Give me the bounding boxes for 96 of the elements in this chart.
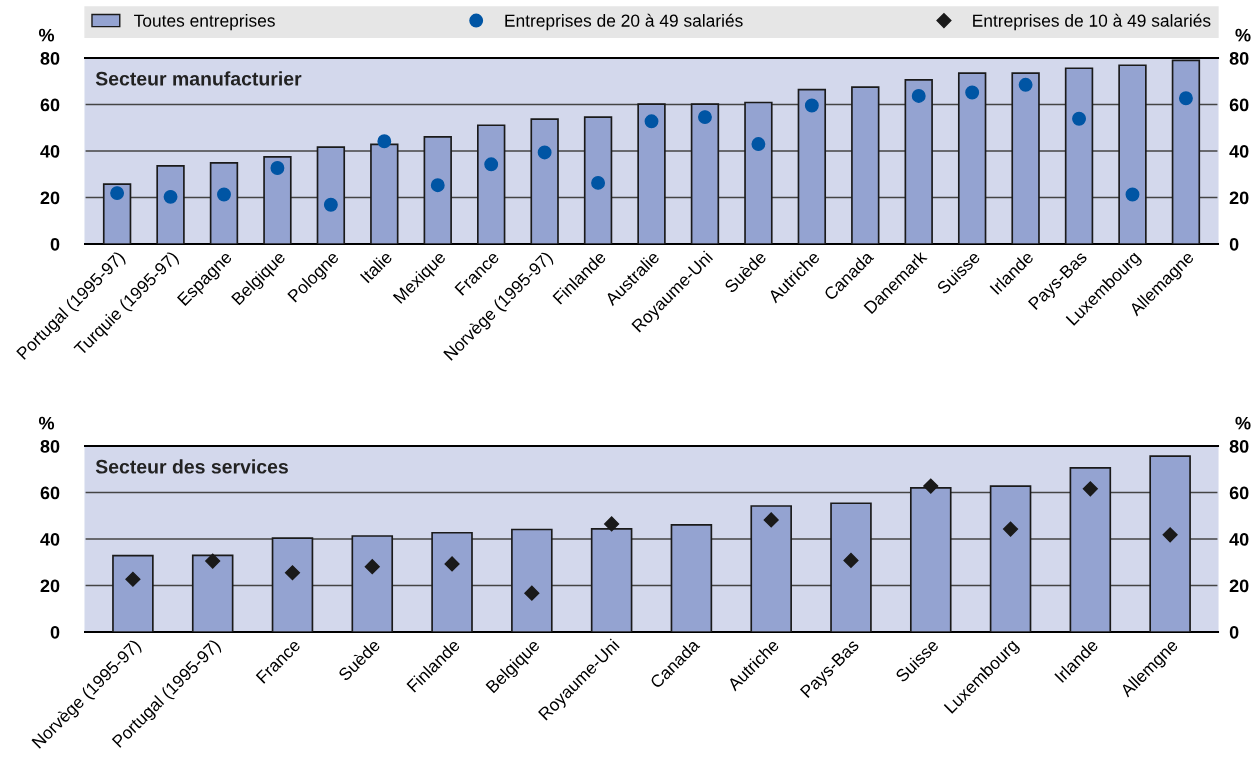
y-tick-label: 0 — [50, 237, 60, 251]
point — [1178, 91, 1193, 106]
point — [923, 478, 939, 494]
bar — [1118, 64, 1147, 245]
text: % — [1235, 416, 1251, 430]
point — [323, 197, 338, 212]
bar — [423, 136, 452, 245]
point — [430, 178, 445, 193]
bar — [1064, 67, 1094, 245]
bar — [271, 537, 314, 633]
y-tick-label: 60 — [40, 486, 60, 500]
bar — [989, 485, 1032, 633]
point — [217, 187, 231, 202]
point — [1125, 187, 1140, 202]
point — [911, 89, 926, 103]
y2-tick-label: 60 — [1229, 98, 1249, 112]
y2-tick-label: 0 — [1229, 625, 1239, 639]
bar — [637, 103, 666, 245]
point — [484, 157, 499, 172]
bar — [851, 86, 880, 245]
bar — [191, 554, 234, 633]
bar — [431, 531, 473, 633]
y-tick-label: 20 — [40, 191, 60, 205]
bar — [530, 118, 559, 245]
point — [843, 552, 859, 568]
bar — [830, 502, 872, 633]
text: % — [38, 416, 55, 430]
point — [763, 512, 779, 528]
y2-tick-label: 80 — [1229, 52, 1249, 65]
x-tick-label: Italie — [359, 250, 393, 284]
bar — [476, 124, 506, 245]
text: % — [1235, 28, 1251, 42]
bar — [1149, 455, 1191, 633]
point — [110, 186, 125, 201]
point — [364, 559, 380, 575]
point — [965, 85, 980, 100]
y2-tick-label: 20 — [1229, 191, 1249, 205]
bar — [670, 524, 713, 633]
point — [377, 134, 392, 149]
bar — [209, 162, 239, 245]
y-tick-label: 60 — [40, 98, 60, 112]
point — [270, 161, 285, 175]
point — [804, 98, 819, 113]
bar — [351, 535, 394, 633]
y2-tick-label: 80 — [1229, 440, 1249, 453]
point — [604, 516, 620, 532]
bar — [750, 505, 792, 633]
text: Secteur manufacturier — [95, 71, 302, 86]
point — [751, 137, 766, 152]
bar — [904, 79, 933, 245]
y-tick-label: 80 — [40, 52, 60, 65]
bar — [263, 156, 292, 245]
bar — [583, 116, 613, 245]
bar — [316, 146, 346, 245]
point — [1082, 481, 1098, 497]
bar — [1171, 59, 1201, 245]
point — [591, 175, 606, 190]
point — [524, 585, 540, 601]
point — [163, 189, 178, 204]
bar — [1011, 72, 1040, 245]
text: Secteur des services — [95, 459, 288, 474]
bar — [112, 554, 154, 633]
bar — [102, 183, 132, 245]
y-tick-label: 80 — [40, 440, 60, 453]
bar — [797, 88, 827, 245]
point — [644, 114, 659, 129]
legend-label: Entreprises de 10 à 49 salariés — [973, 13, 1211, 31]
point — [1162, 527, 1178, 543]
bar — [1069, 467, 1112, 633]
legend-label: Entreprises de 20 à 49 salariés — [505, 13, 743, 31]
bar — [957, 72, 987, 245]
y2-tick-label: 20 — [1229, 579, 1249, 593]
bar — [370, 143, 399, 245]
y-tick-label: 0 — [50, 625, 60, 639]
y-tick-label: 40 — [40, 532, 60, 546]
y2-tick-label: 60 — [1229, 486, 1249, 500]
y2-tick-label: 0 — [1229, 237, 1239, 251]
point — [284, 565, 301, 581]
point — [1018, 77, 1033, 92]
point — [537, 145, 552, 160]
point — [1002, 521, 1019, 537]
bar — [744, 101, 773, 245]
point — [205, 553, 221, 569]
text: % — [38, 28, 55, 42]
bar — [156, 165, 185, 245]
bar — [690, 103, 720, 245]
y2-tick-label: 40 — [1229, 144, 1249, 158]
y2-tick-label: 40 — [1229, 532, 1249, 546]
y-tick-label: 20 — [40, 579, 60, 593]
point — [125, 571, 141, 587]
y-tick-label: 40 — [40, 144, 60, 158]
point — [444, 556, 460, 572]
legend-label: Toutes entreprises — [134, 14, 275, 31]
point — [1072, 111, 1086, 126]
bar — [511, 528, 553, 633]
point — [698, 110, 712, 125]
